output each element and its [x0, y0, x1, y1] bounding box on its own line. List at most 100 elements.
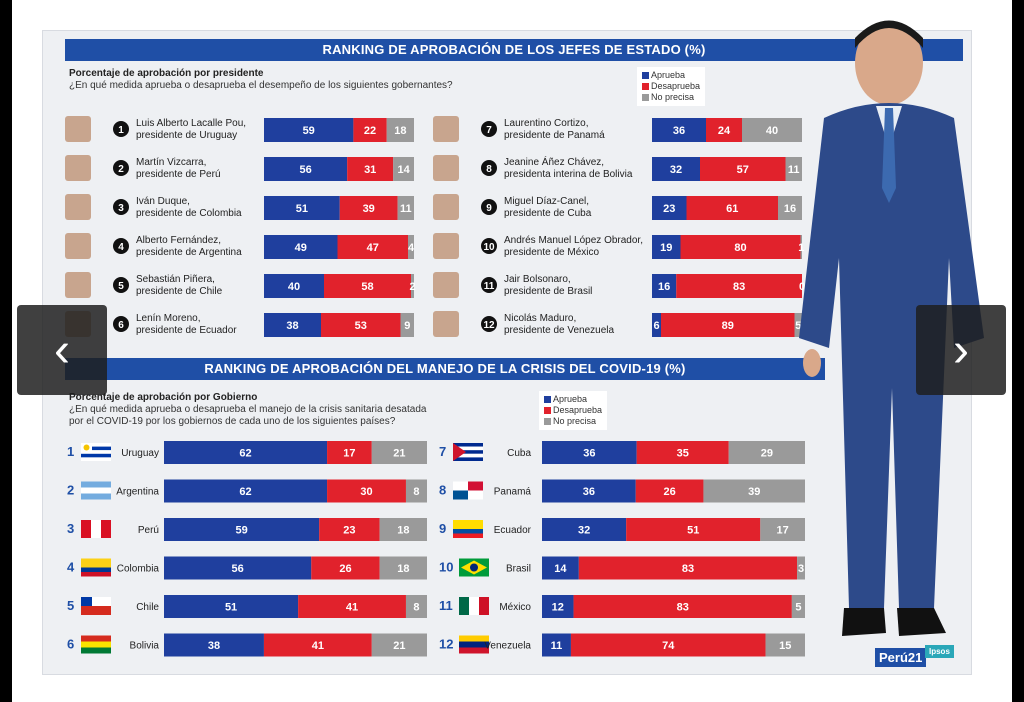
- image-viewer-frame: RANKING DE APROBACIÓN DE LOS JEFES DE ES…: [12, 0, 1012, 702]
- portrait-photo: [433, 116, 459, 142]
- bar-desaprueba: [578, 556, 798, 580]
- rank-number: 1: [118, 125, 124, 136]
- president-role: presidente de Uruguay: [136, 130, 237, 141]
- bar-desaprueba: [680, 235, 801, 259]
- rank-number: 10: [483, 242, 495, 253]
- bar-desaprueba-label: 83: [677, 602, 689, 614]
- rank-number: 2: [118, 164, 124, 175]
- bar-no-precisa-label: 21: [393, 640, 405, 652]
- bar-desaprueba: [700, 157, 786, 181]
- bar-desaprueba: [686, 196, 778, 220]
- section2-subtitle: Porcentaje de aprobación por Gobierno: [69, 392, 258, 403]
- rank-badge: [481, 316, 497, 332]
- president-name: Martín Vizcarra,: [136, 157, 206, 168]
- legend-label-desaprueba: Desaprueba: [651, 81, 701, 91]
- legend-item-no-precisa: No precisa: [642, 92, 700, 103]
- president-name: Nicolás Maduro,: [504, 313, 576, 324]
- bar-no-precisa-label: 8: [413, 486, 419, 498]
- section2-question-line1: ¿En qué medida aprueba o desaprueba el m…: [69, 404, 427, 415]
- rank-number: 11: [439, 598, 453, 613]
- bar-aprueba-label: 32: [578, 525, 590, 537]
- flag-cuba-icon: [453, 443, 483, 461]
- rank-number: 4: [118, 242, 124, 253]
- bar-desaprueba: [311, 556, 380, 580]
- bar-desaprueba-label: 23: [343, 525, 355, 537]
- bar-no-precisa: [405, 595, 427, 618]
- flag-ecuador-icon: [453, 520, 483, 538]
- portrait-photo: [433, 155, 459, 181]
- rank-number: 2: [67, 483, 74, 498]
- portrait-photo: [65, 116, 91, 142]
- rank-number: 8: [486, 164, 492, 175]
- bar-desaprueba: [347, 157, 394, 181]
- bar-aprueba: [164, 479, 328, 503]
- legend-item-desaprueba: Desaprueba: [642, 81, 700, 92]
- bar-no-precisa: [800, 235, 802, 259]
- legend-swatch-desaprueba: [544, 407, 551, 414]
- bar-aprueba-label: 59: [235, 525, 247, 537]
- country-label: Argentina: [116, 487, 159, 498]
- portrait-photo: [433, 233, 459, 259]
- rank-number: 6: [118, 320, 124, 331]
- bar-no-precisa: [379, 518, 427, 541]
- flag-argentina-icon: [81, 481, 111, 500]
- bar-aprueba-label: 49: [295, 242, 307, 254]
- president-role: presidente de Argentina: [136, 247, 242, 258]
- bar-aprueba-label: 59: [303, 125, 315, 137]
- bar-aprueba: [264, 313, 321, 337]
- flag-peru-icon: [81, 520, 111, 538]
- bar-no-precisa-label: 29: [761, 448, 773, 460]
- rank-number: 3: [118, 203, 124, 214]
- bar-no-precisa-label: 5: [795, 602, 801, 614]
- bar-no-precisa-label: 21: [393, 448, 405, 460]
- rank-number: 4: [67, 560, 75, 575]
- flag-panama-icon: [453, 481, 483, 500]
- bar-desaprueba-label: 22: [364, 125, 376, 137]
- previous-image-button[interactable]: ‹: [17, 305, 107, 395]
- president-name: Jair Bolsonaro,: [504, 274, 571, 285]
- bar-no-precisa: [791, 595, 805, 618]
- rank-number: 3: [67, 521, 74, 536]
- president-name: Iván Duque,: [136, 196, 190, 207]
- bar-desaprueba-label: 80: [734, 242, 746, 254]
- bar-desaprueba: [573, 595, 792, 618]
- bar-desaprueba-label: 83: [733, 281, 745, 293]
- bar-aprueba: [164, 595, 299, 618]
- president-photo: [799, 20, 984, 636]
- president-name: Alberto Fernández,: [136, 235, 221, 246]
- bar-aprueba-label: 16: [658, 281, 670, 293]
- bar-desaprueba-label: 41: [346, 602, 358, 614]
- bar-aprueba: [542, 441, 637, 464]
- bar-no-precisa-label: 18: [397, 525, 409, 537]
- president-role: presidenta interina de Bolivia: [504, 169, 633, 180]
- bar-desaprueba-label: 57: [737, 164, 749, 176]
- bar-no-precisa: [760, 518, 805, 541]
- bar-no-precisa-label: 40: [766, 125, 778, 137]
- bar-desaprueba-label: 74: [662, 640, 675, 652]
- bar-aprueba: [264, 118, 354, 142]
- flag-bolivia-icon: [81, 635, 111, 654]
- bar-desaprueba-label: 39: [363, 203, 375, 215]
- bar-aprueba-label: 38: [208, 640, 220, 652]
- bar-aprueba-label: 40: [288, 281, 300, 293]
- president-role: presidente de México: [504, 247, 599, 258]
- legend-swatch-no-precisa: [642, 94, 649, 101]
- bar-no-precisa-label: 17: [777, 525, 789, 537]
- bar-desaprueba: [263, 633, 372, 657]
- bar-no-precisa-label: 0: [799, 281, 805, 293]
- bar-desaprueba-label: 61: [726, 203, 738, 215]
- president-role: presidente de Perú: [136, 169, 221, 180]
- portrait-photo: [65, 272, 91, 298]
- country-label: Panamá: [494, 487, 532, 498]
- bar-aprueba: [264, 235, 338, 259]
- section1-subtitle: Porcentaje de aprobación por presidente: [69, 68, 264, 79]
- bar-no-precisa-label: 4: [408, 242, 415, 254]
- bar-no-precisa-label: 16: [784, 203, 796, 215]
- bar-no-precisa-label: 14: [397, 164, 410, 176]
- bar-desaprueba-label: 83: [682, 563, 694, 575]
- portrait-photo: [65, 155, 91, 181]
- next-image-button[interactable]: ›: [916, 305, 1006, 395]
- section2-question-line2: por el COVID-19 por los gobiernos de cad…: [69, 416, 396, 427]
- bar-no-precisa: [393, 157, 414, 181]
- bar-aprueba: [164, 633, 264, 657]
